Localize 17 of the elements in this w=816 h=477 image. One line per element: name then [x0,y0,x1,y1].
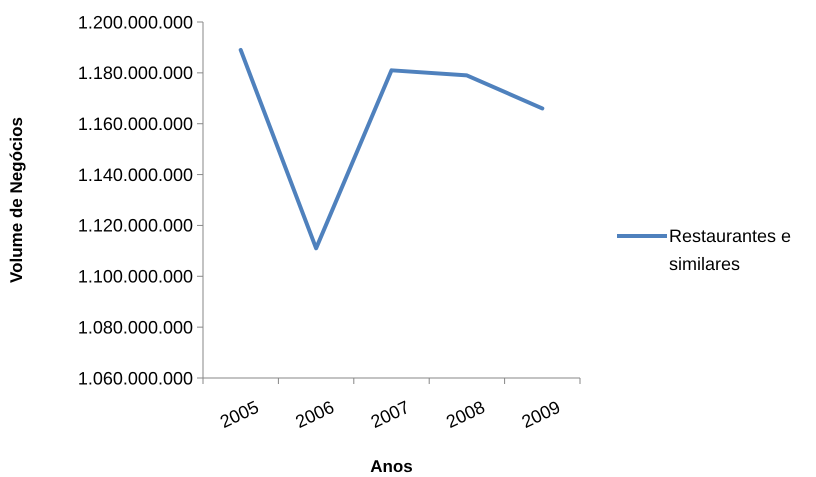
y-tick-label: 1.100.000.000 [78,266,193,287]
y-axis-title: Volume de Negócios [7,117,26,283]
x-tick-label: 2005 [216,396,262,432]
legend-label: Restaurantes e similares [669,225,792,276]
x-tick-label: 2009 [518,396,564,432]
x-tick-label: 2008 [443,396,488,432]
y-tick-label: 1.180.000.000 [78,63,193,84]
y-tick-label: 1.080.000.000 [78,317,193,338]
x-tick-label: 2006 [292,396,338,432]
y-tick-label: 1.120.000.000 [78,216,193,236]
y-tick-label: 1.200.000.000 [78,12,193,32]
y-tick-label: 1.060.000.000 [78,368,193,388]
line-series [238,48,544,250]
y-tick-label: 1.140.000.000 [78,164,193,185]
y-tick-label: 1.160.000.000 [78,114,193,134]
x-tick-label: 2007 [368,396,413,432]
x-axis-title: Anos [370,457,413,476]
